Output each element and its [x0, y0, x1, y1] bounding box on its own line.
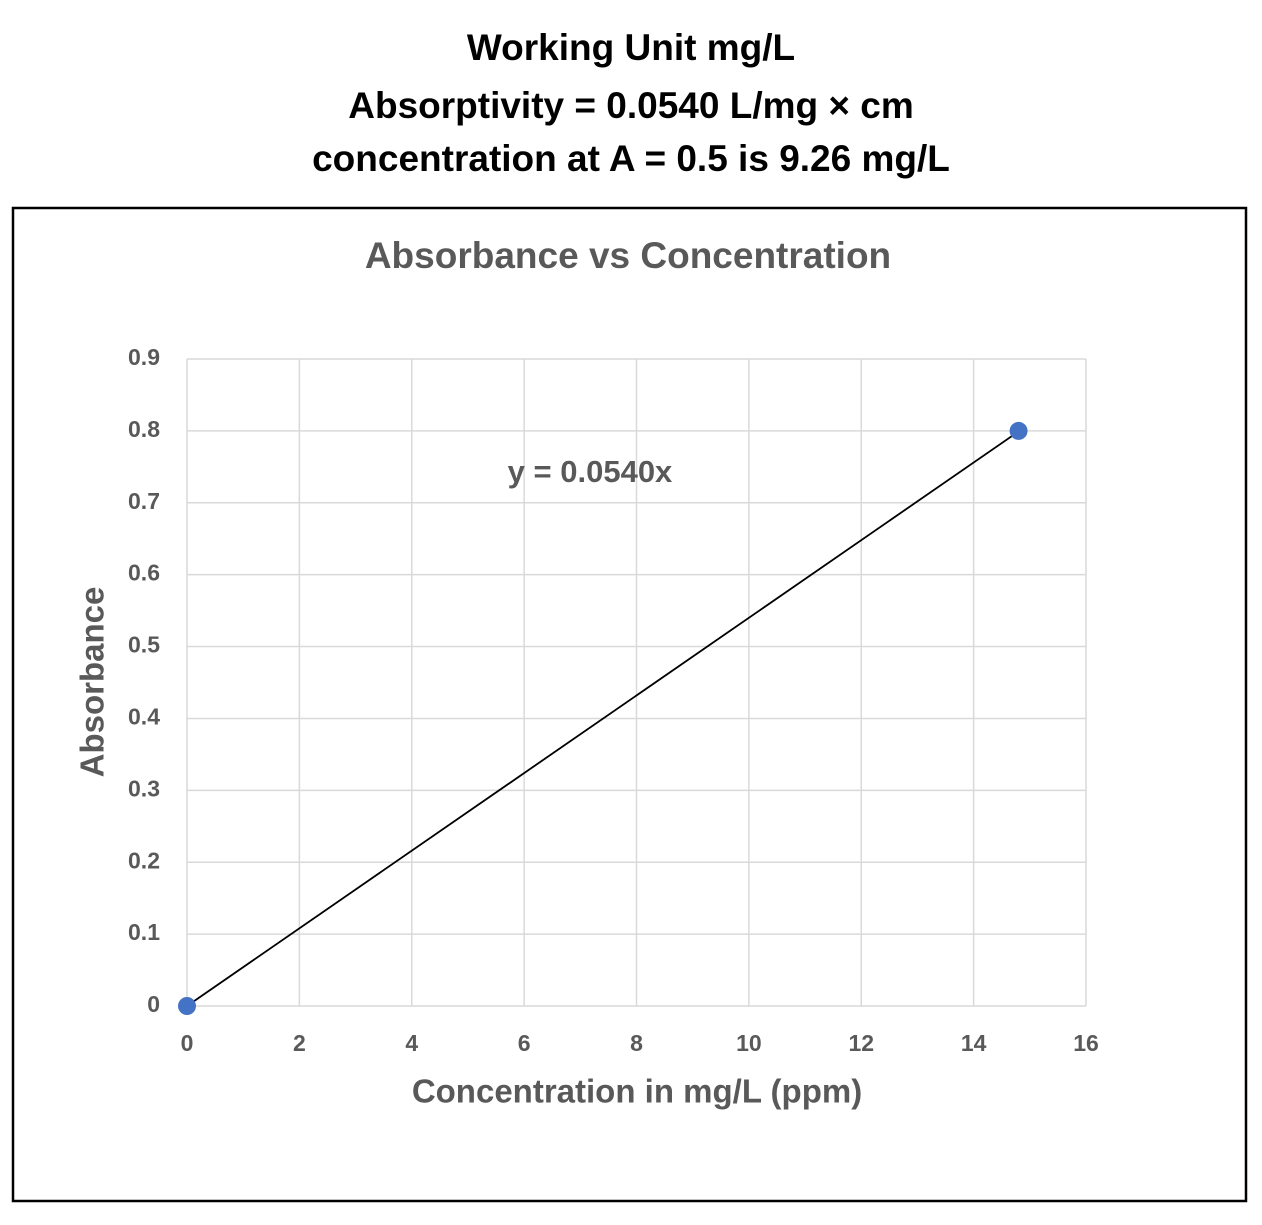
x-tick-label: 0	[181, 1030, 194, 1056]
header-line: Working Unit mg/L	[467, 27, 795, 68]
x-tick-label: 8	[630, 1030, 643, 1056]
y-tick-label: 0.2	[128, 847, 160, 873]
y-tick-label: 0.1	[128, 919, 160, 945]
y-tick-label: 0.9	[128, 344, 160, 370]
y-tick-label: 0	[147, 991, 160, 1017]
trendline	[186, 430, 1020, 1007]
data-point	[1009, 421, 1028, 440]
header-line: Absorptivity = 0.0540 L/mg × cm	[348, 85, 914, 126]
y-tick-label: 0.8	[128, 416, 160, 442]
x-tick-label: 10	[736, 1030, 762, 1056]
data-point	[178, 997, 196, 1015]
header-line: concentration at A = 0.5 is 9.26 mg/L	[312, 138, 950, 179]
x-tick-label: 6	[518, 1030, 531, 1056]
y-axis-label: Absorbance	[74, 587, 111, 778]
x-tick-label: 14	[961, 1030, 987, 1056]
plot: 0 0.1 0.2 0.3 0.4 0.5 0.6 0.7 0.8 0.9 0 2 4 6 8 10 12 14 1…	[128, 344, 1099, 1056]
x-tick-label: 4	[405, 1030, 418, 1056]
chart-frame	[11, 206, 1248, 1203]
trendline-label: y = 0.0540x	[508, 454, 673, 489]
x-axis-label: Concentration in mg/L (ppm)	[412, 1073, 862, 1110]
x-tick-label: 12	[848, 1030, 874, 1056]
y-tick-label: 0.7	[128, 488, 160, 514]
y-tick-label: 0.3	[128, 775, 160, 801]
chart-title: Absorbance vs Concentration	[365, 235, 891, 276]
y-tick-label: 0.6	[128, 560, 160, 586]
y-tick-label: 0.4	[128, 704, 160, 730]
x-tick-label: 2	[293, 1030, 306, 1056]
x-tick-label: 16	[1073, 1030, 1099, 1056]
y-tick-label: 0.5	[128, 632, 160, 658]
